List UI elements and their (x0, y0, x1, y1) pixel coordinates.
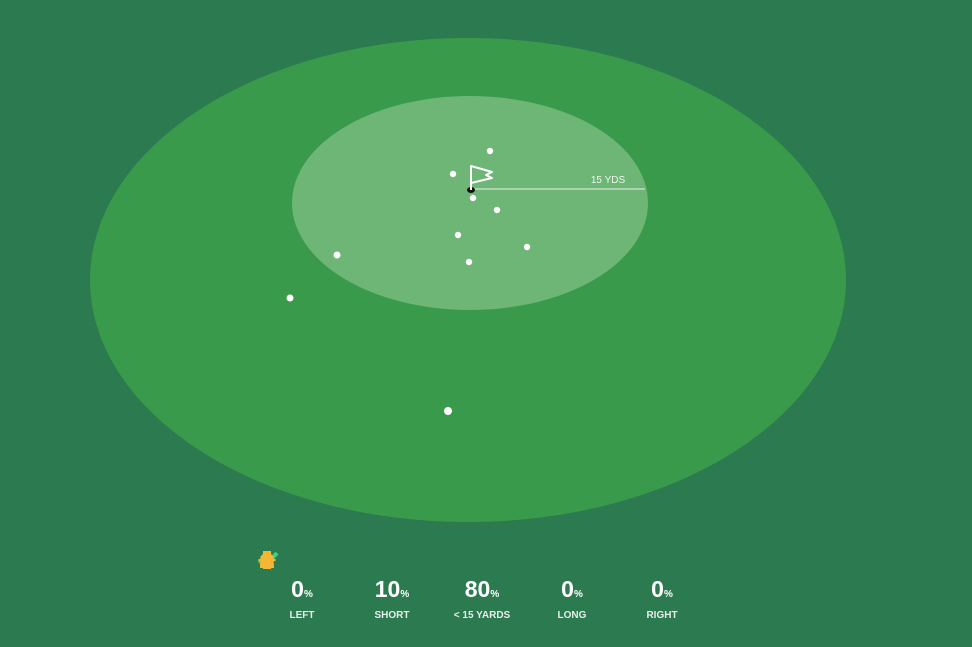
stats-bar: 0% LEFT 10% SHORT 80% < 15 YARDS 0% LONG 0% RIGHT (257, 550, 707, 621)
ball (454, 231, 462, 239)
flag-cloth (470, 165, 493, 184)
inner-circle (292, 96, 648, 310)
ball (444, 407, 452, 415)
stat-unit: % (663, 589, 673, 600)
stat-value: 0 (561, 576, 574, 602)
stat-unit: % (490, 589, 500, 600)
radius-label: 15 YDS (591, 175, 626, 186)
stat: 0% RIGHT (260, 550, 707, 621)
stat-label: RIGHT (646, 610, 678, 621)
stat: 10% SHORT (258, 550, 437, 621)
ball (286, 294, 294, 302)
balls (286, 147, 531, 415)
ball (486, 147, 494, 155)
ball (469, 194, 477, 202)
stat-value: 0 (291, 576, 304, 602)
stat-value-line: 0% (617, 576, 707, 608)
stat-label: SHORT (374, 610, 410, 621)
stat-value: 0 (651, 576, 664, 602)
flag (467, 165, 493, 193)
stat-icon (260, 550, 707, 576)
stat-label: LONG (557, 610, 587, 621)
stat-unit: % (400, 589, 410, 600)
stat: 80% < 15 YARDS (257, 550, 527, 621)
stat-label: LEFT (289, 610, 315, 621)
stat-label: < 15 YARDS (453, 610, 511, 621)
stat-value-line: 0% (527, 576, 617, 608)
stat-unit: % (303, 589, 313, 600)
ball (523, 243, 531, 251)
stat-unit: % (573, 589, 583, 600)
ball (465, 258, 473, 266)
ball (333, 251, 341, 259)
stat-icon (257, 550, 527, 576)
stat-value: 80 (464, 576, 491, 602)
stat: 0% LONG (258, 550, 617, 621)
ball (449, 170, 457, 178)
stat-value: 10 (374, 576, 401, 602)
stat-icon (258, 550, 437, 576)
stat-icon (258, 550, 617, 576)
ball (493, 206, 501, 214)
stat-value-line: 10% (347, 576, 437, 608)
stat-value-line: 80% (437, 576, 527, 608)
stat-value-line: 0% (257, 576, 347, 608)
